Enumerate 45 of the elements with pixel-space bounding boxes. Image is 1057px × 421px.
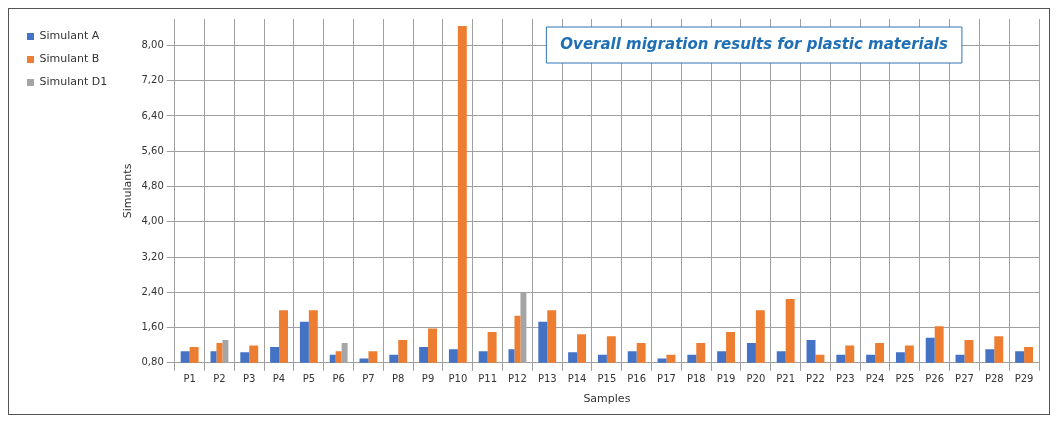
x-tick-label: P27 [955, 373, 974, 385]
legend-label: Simulant B [39, 52, 100, 66]
legend-label: Simulant D1 [39, 75, 108, 89]
x-tick-label: P24 [865, 373, 885, 385]
y-axis-title: Simulants [120, 163, 134, 219]
x-tick-label: P18 [686, 373, 706, 385]
x-tick-label: P15 [597, 373, 617, 385]
y-tick-label: 3,20 [141, 250, 164, 262]
x-tick-label: P3 [243, 373, 256, 385]
y-tick-label: 5,60 [141, 144, 164, 156]
x-tick-label: P5 [302, 373, 316, 385]
x-tick-label: P6 [332, 373, 345, 385]
x-tick-label: P12 [508, 373, 527, 385]
x-tick-label: P11 [478, 373, 498, 385]
x-tick-label: P19 [716, 373, 736, 385]
x-tick-label: P13 [537, 373, 557, 385]
x-tick-label: P1 [183, 373, 196, 385]
x-tick-label: P29 [1014, 373, 1034, 385]
y-tick-label: 1,60 [141, 321, 164, 333]
x-tick-label: P20 [746, 373, 766, 385]
x-tick-label: P16 [627, 373, 647, 385]
y-tick-label: 6,40 [141, 109, 164, 121]
legend-label: Simulant A [39, 29, 100, 43]
y-tick-label: 8,00 [141, 39, 164, 51]
x-tick-label: P10 [448, 373, 468, 385]
x-tick-label: P23 [835, 373, 855, 385]
x-tick-label: P8 [392, 373, 405, 385]
x-tick-label: P26 [925, 373, 945, 385]
x-tick-label: P28 [984, 373, 1004, 385]
y-tick-label: 7,20 [141, 74, 164, 86]
y-tick-label: 4,00 [141, 215, 164, 227]
x-tick-label: P2 [213, 373, 226, 385]
x-tick-label: P4 [272, 373, 286, 385]
x-tick-label: P9 [421, 373, 435, 385]
y-tick-label: 4,80 [141, 180, 164, 192]
x-tick-label: P14 [567, 373, 587, 385]
y-tick-label: 0,80 [141, 356, 164, 368]
x-tick-label: P22 [806, 373, 825, 385]
x-tick-label: P21 [776, 373, 796, 385]
y-tick-label: 2,40 [141, 285, 164, 297]
text: Overall migration results for plastic materials [560, 34, 948, 53]
x-axis-title: Samples [583, 392, 631, 406]
x-tick-label: P17 [657, 373, 676, 385]
x-tick-label: P25 [895, 373, 915, 385]
x-tick-label: P7 [362, 373, 375, 385]
